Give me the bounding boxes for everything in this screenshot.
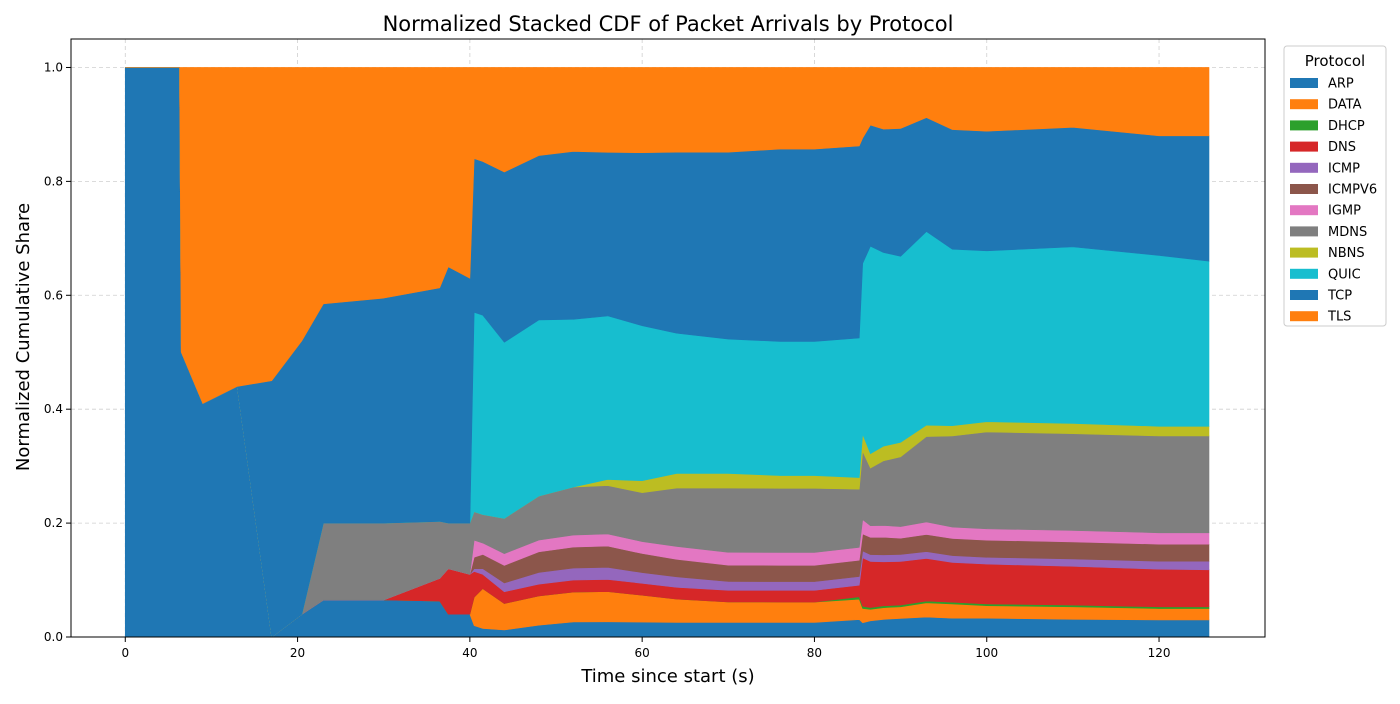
legend-swatch	[1290, 290, 1318, 300]
x-tick-label: 40	[462, 646, 477, 660]
legend-item-data: DATA	[1290, 98, 1362, 113]
legend-label: DHCP	[1328, 119, 1365, 134]
area-tls	[125, 67, 1210, 404]
legend-swatch	[1290, 268, 1318, 279]
legend-swatch	[1290, 184, 1318, 194]
legend: Protocol ARP DATA DHCP DNS ICMP ICMPV6 IGMP MDN…	[1283, 45, 1387, 327]
legend-label: IGMP	[1328, 204, 1361, 219]
y-tick-label: 0.4	[44, 402, 63, 416]
y-tick-label: 1.0	[44, 60, 63, 74]
x-axis-ticks: 0 20 40 60 80 100 120	[121, 637, 1170, 660]
legend-item-mdns: MDNS	[1290, 225, 1367, 240]
legend-label: TCP	[1327, 289, 1352, 304]
legend-item-dhcp: DHCP	[1290, 119, 1365, 134]
x-tick-label: 60	[635, 646, 650, 660]
legend-item-dns: DNS	[1290, 140, 1356, 155]
legend-swatch	[1290, 162, 1318, 173]
plot-frame	[70, 38, 1266, 638]
y-axis-ticks: 0.0 0.2 0.4 0.6 0.8 1.0	[44, 60, 71, 644]
legend-label: DNS	[1328, 140, 1356, 155]
legend-item-tls: TLS	[1290, 310, 1351, 325]
legend-swatch	[1290, 99, 1318, 110]
legend-label: MDNS	[1328, 225, 1367, 240]
y-tick-label: 0.6	[44, 288, 63, 302]
legend-item-icmpv6: ICMPV6	[1290, 183, 1377, 198]
x-tick-label: 120	[1148, 646, 1171, 660]
legend-swatch	[1290, 226, 1318, 237]
y-tick-label: 0.2	[44, 516, 63, 530]
legend-label: DATA	[1328, 98, 1362, 113]
y-tick-label: 0.0	[44, 630, 63, 644]
legend-label: ICMPV6	[1328, 183, 1377, 198]
legend-swatch	[1290, 311, 1318, 322]
legend-label: TLS	[1327, 310, 1351, 325]
x-axis-title: Time since start (s)	[580, 666, 754, 687]
legend-label: NBNS	[1328, 246, 1365, 261]
y-tick-label: 0.8	[44, 174, 63, 188]
legend-item-icmp: ICMP	[1290, 161, 1360, 176]
legend-label: ARP	[1328, 77, 1354, 92]
legend-item-tcp: TCP	[1290, 289, 1352, 304]
legend-swatch	[1290, 141, 1318, 152]
y-axis-title: Normalized Cumulative Share	[13, 203, 34, 471]
chart-title: Normalized Stacked CDF of Packet Arrival…	[383, 12, 954, 36]
x-tick-label: 80	[807, 646, 822, 660]
legend-swatch	[1290, 247, 1318, 258]
x-tick-label: 100	[975, 646, 998, 660]
legend-item-nbns: NBNS	[1290, 246, 1365, 261]
legend-label: QUIC	[1328, 267, 1361, 282]
legend-item-igmp: IGMP	[1290, 204, 1361, 219]
legend-title: Protocol	[1305, 52, 1365, 70]
legend-label: ICMP	[1328, 161, 1360, 176]
legend-swatch	[1290, 205, 1318, 216]
area-series	[124, 67, 1210, 638]
legend-swatch	[1290, 120, 1318, 131]
legend-item-quic: QUIC	[1290, 267, 1361, 282]
legend-items: ARP DATA DHCP DNS ICMP ICMPV6 IGMP MDNS NBNS QUIC…	[1290, 77, 1377, 325]
legend-swatch	[1290, 78, 1318, 88]
x-tick-label: 20	[290, 646, 305, 660]
legend-item-arp: ARP	[1290, 77, 1354, 92]
x-tick-label: 0	[121, 646, 129, 660]
